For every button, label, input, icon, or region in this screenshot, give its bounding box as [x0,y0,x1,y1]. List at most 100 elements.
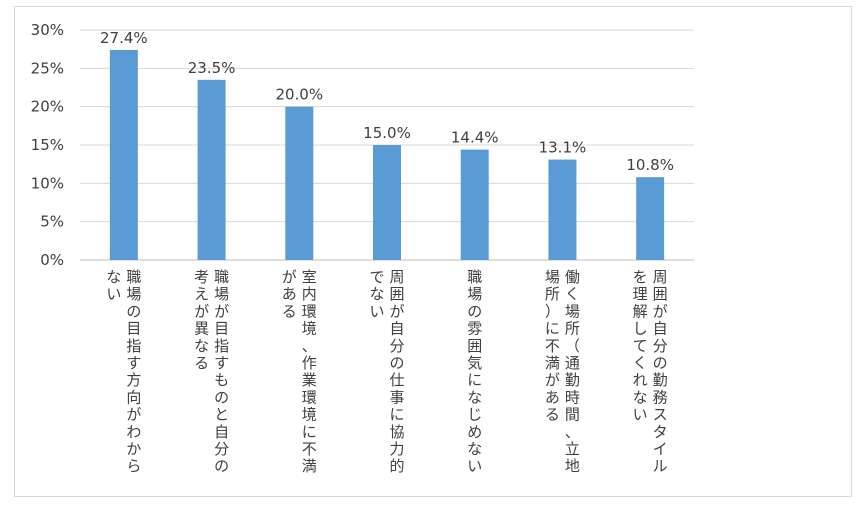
category-label-char: く [565,285,580,303]
category-label-char: 内 [302,285,317,303]
category-label-char: の [126,302,141,320]
category-label-char: 囲 [389,285,404,303]
category-label-char: が [545,371,560,389]
category-label-char: ス [653,406,668,424]
y-tick-label: 0% [40,251,64,269]
category-label-char: 、 [302,337,317,355]
category-label-char: 場 [467,285,482,303]
category-label-char: れ [633,371,648,389]
category-label-char: て [633,337,648,355]
category-label-char: す [214,354,229,372]
category-label-char: な [467,440,482,458]
category-label-char: 囲 [653,285,668,303]
category-label-char: な [106,268,121,286]
category-label-char: い [106,285,121,303]
category-label-char: 向 [126,388,141,406]
category-label-char: 仕 [389,371,404,389]
category-label-char: 所 [545,285,560,303]
bar [460,149,489,260]
category-label-char: 雰 [467,320,482,338]
category-label-char: と [214,406,229,424]
category-label-char: の [653,354,668,372]
category-label-char: る [194,354,209,372]
category-label-char: あ [545,388,560,406]
category-label-char: 解 [633,302,648,320]
category-label-char: 気 [467,354,482,372]
category-label-char: な [369,285,384,303]
chart-frame [14,6,852,497]
category-label-char: 、 [565,423,580,441]
category-label-char: 不 [302,440,317,458]
category-label-char: 異 [194,320,209,338]
category-label-char: し [633,320,648,338]
category-label-char: も [214,371,229,389]
category-label-char: め [467,423,482,441]
category-label-char: 不 [545,337,560,355]
category-label-char: 通 [565,354,580,372]
category-label-char: の [214,388,229,406]
category-label-char: 職 [467,268,482,286]
y-tick-label: 20% [31,98,64,116]
category-label-char: 境 [302,406,317,424]
y-tick-label: 15% [31,136,64,154]
data-label: 14.4% [451,129,499,147]
y-axis-ticks: 0% 5% 10% 15% 20% 25% 30% [31,21,64,269]
category-label-char: が [194,302,209,320]
category-label-char: す [126,354,141,372]
category-label-char: が [126,406,141,424]
category-label-char: る [545,406,560,424]
category-label-char: が [653,302,668,320]
category-label-char: 地 [565,457,580,475]
category-label-char: 場 [545,268,560,286]
category-label-char: に [545,320,560,338]
category-label-char: が [214,302,229,320]
bar [373,145,401,260]
category-label-char: の [214,457,229,475]
category-label-char: 境 [302,320,317,338]
gridlines [80,29,694,261]
category-label-char: ） [545,302,560,320]
data-label: 13.1% [539,139,587,157]
data-label: 23.5% [188,59,236,77]
category-label-char: 目 [126,320,141,338]
category-label-char: 考 [194,268,209,286]
category-label-char: 分 [653,337,668,355]
category-label-char: 分 [389,337,404,355]
category-label-char: が [282,268,297,286]
category-label-char: 間 [565,406,580,424]
category-label-char: か [126,440,141,458]
category-label-char: 事 [389,388,404,406]
data-labels: 27.4% 23.5% 20.0% 15.0% 14.4% 13.1% 10.8% [100,29,674,174]
category-label-char: 理 [633,285,648,303]
category-label-char: を [633,268,648,286]
bar [636,177,665,260]
category-label-char: 協 [389,423,404,441]
bars [109,49,665,261]
bar [548,159,577,260]
category-label-char: え [194,285,209,303]
category-label-char: 目 [214,320,229,338]
category-label-char: 周 [653,268,668,286]
category-label-char: な [467,388,482,406]
y-tick-label: 30% [31,21,64,39]
category-label-char: 場 [565,302,580,320]
category-labels: 職場の目指す方向がわからない職場が目指すものと自分の考えが異なる室内環境、作業環… [106,268,667,475]
category-label-char: の [467,302,482,320]
category-label-char: あ [282,285,297,303]
category-label-char: い [369,302,384,320]
data-label: 27.4% [100,29,148,47]
category-label-char: 指 [126,337,141,355]
bar [109,49,138,260]
category-label-char: 自 [653,320,668,338]
category-label-char: る [282,302,297,320]
category-label-char: イ [653,440,668,458]
category-label-char: タ [653,423,668,441]
bar [285,106,314,261]
category-label-char: の [389,354,404,372]
category-label-char: 分 [214,440,229,458]
category-label-char: 満 [302,457,317,475]
category-label-char: 業 [302,371,317,389]
category-label-char: 立 [565,440,580,458]
category-label-char: 職 [214,268,229,286]
